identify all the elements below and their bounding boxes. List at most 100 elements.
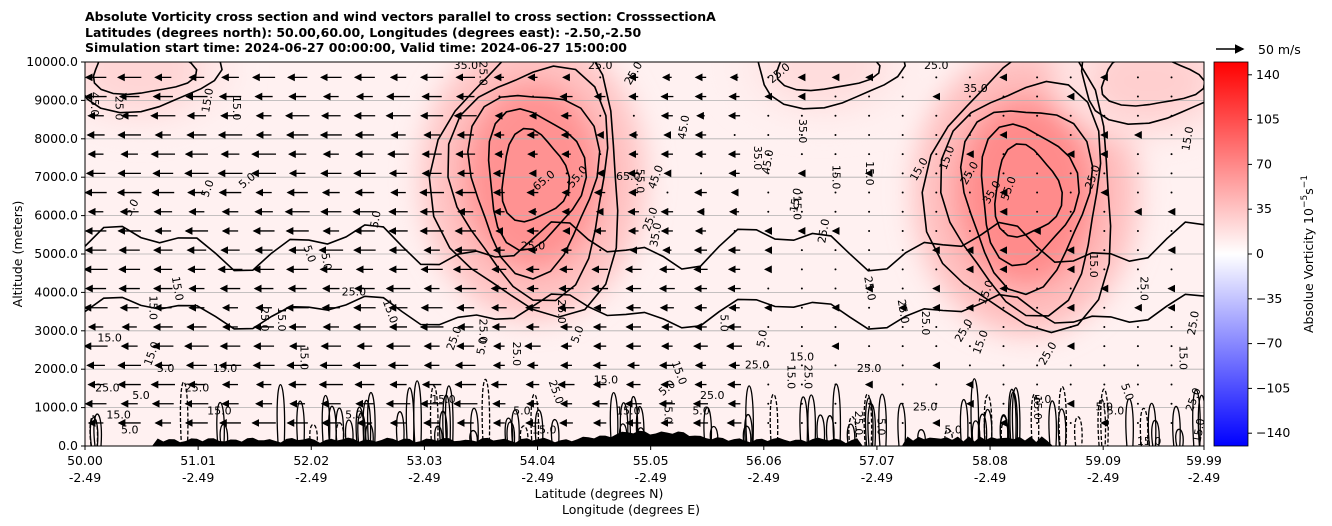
wind-vector bbox=[968, 364, 971, 367]
wind-vector bbox=[1136, 76, 1139, 79]
contour-line bbox=[1192, 389, 1201, 446]
x-tick-label-longitude: -2.49 bbox=[408, 470, 440, 485]
wind-vector bbox=[901, 287, 904, 290]
wind-vector bbox=[935, 133, 938, 136]
contour-label: 15.0 bbox=[275, 307, 288, 332]
wind-vector bbox=[1136, 153, 1139, 156]
contour-line bbox=[511, 409, 520, 446]
contour-label: 15.0 bbox=[1177, 345, 1190, 370]
wind-vector bbox=[733, 133, 736, 136]
x-tick-label-longitude: -2.49 bbox=[182, 470, 214, 485]
wind-vector bbox=[935, 229, 938, 232]
quiver-key: 50 m/s bbox=[1216, 42, 1301, 57]
wind-vector bbox=[767, 153, 770, 156]
wind-vector bbox=[901, 345, 904, 348]
contour-label: 15.0 bbox=[616, 404, 641, 417]
wind-vector bbox=[1002, 153, 1005, 156]
contour-line bbox=[983, 409, 993, 446]
contour-label: 5.0 bbox=[1096, 401, 1114, 414]
wind-vector bbox=[1170, 229, 1173, 232]
contour-label: 5.0 bbox=[513, 404, 531, 417]
wind-vector bbox=[1036, 76, 1039, 79]
contour-line bbox=[978, 413, 988, 446]
contour-line bbox=[93, 413, 103, 446]
contour-line bbox=[1197, 394, 1204, 446]
contour-line bbox=[1125, 398, 1134, 446]
contour-label: 5.0 bbox=[345, 408, 363, 421]
contour-line bbox=[807, 394, 817, 446]
wind-vector bbox=[868, 345, 871, 348]
wind-vector bbox=[767, 364, 770, 367]
contour-line bbox=[846, 423, 856, 446]
contour-label: 35.0 bbox=[647, 222, 664, 248]
contour-line bbox=[1080, 62, 1204, 126]
colorbar-tick-label: −140 bbox=[1256, 425, 1290, 440]
wind-vector bbox=[1170, 172, 1173, 175]
wind-vector bbox=[1170, 421, 1173, 424]
contour-label: 35.0 bbox=[454, 59, 479, 72]
contour-line bbox=[85, 62, 223, 114]
wind-vector bbox=[968, 95, 971, 98]
negative-contour-line bbox=[1074, 416, 1083, 446]
wind-vector bbox=[1103, 345, 1106, 348]
colorbar-tick-label: 70 bbox=[1256, 156, 1272, 171]
contour-line bbox=[85, 293, 1204, 330]
wind-vector bbox=[767, 383, 770, 386]
wind-vector bbox=[1170, 114, 1173, 117]
contour-label: 25.0 bbox=[588, 59, 613, 72]
wind-vector bbox=[800, 287, 803, 290]
wind-vector bbox=[868, 268, 871, 271]
wind-vector bbox=[901, 133, 904, 136]
contour-label: 35.0 bbox=[963, 82, 988, 95]
wind-vector bbox=[800, 133, 803, 136]
wind-vector bbox=[968, 229, 971, 232]
wind-vector bbox=[1069, 76, 1072, 79]
terrain-profile bbox=[85, 430, 1204, 446]
wind-vector bbox=[834, 325, 837, 328]
contour-line bbox=[1007, 388, 1017, 446]
wind-vector bbox=[935, 268, 938, 271]
wind-vector bbox=[1069, 114, 1072, 117]
colorbar-label-mid: s bbox=[1301, 188, 1316, 195]
wind-vector bbox=[1103, 383, 1106, 386]
wind-vector bbox=[1103, 229, 1106, 232]
contour-label: 15.0 bbox=[1137, 435, 1162, 448]
contour-label: 25.0 bbox=[510, 342, 523, 367]
contour-line bbox=[959, 398, 969, 446]
contour-label: 25.0 bbox=[342, 285, 367, 298]
wind-vector bbox=[1036, 114, 1039, 117]
contour-line bbox=[1172, 406, 1181, 446]
wind-vector bbox=[767, 287, 770, 290]
wind-vector bbox=[1103, 364, 1106, 367]
wind-vector bbox=[935, 114, 938, 117]
wind-vector bbox=[800, 364, 803, 367]
contour-line bbox=[470, 407, 479, 446]
wind-vector bbox=[1103, 402, 1106, 405]
y-tick-label: 7000.0 bbox=[34, 169, 78, 184]
contour-line bbox=[609, 392, 619, 446]
wind-vector bbox=[1136, 345, 1139, 348]
wind-vector bbox=[800, 306, 803, 309]
wind-vector bbox=[800, 114, 803, 117]
x-tick-label-longitude: -2.49 bbox=[1087, 470, 1119, 485]
contour-label: 25.0 bbox=[913, 401, 938, 414]
wind-vector bbox=[1036, 306, 1039, 309]
wind-vector bbox=[700, 172, 703, 175]
contour-label: 15.0 bbox=[106, 408, 131, 421]
wind-vector bbox=[800, 249, 803, 252]
contour-label: 5.0 bbox=[874, 418, 887, 436]
wind-vector bbox=[1002, 229, 1005, 232]
wind-vector bbox=[868, 191, 871, 194]
wind-vector bbox=[1002, 172, 1005, 175]
contour-label: 15.0 bbox=[532, 424, 557, 437]
contour-line bbox=[775, 62, 881, 92]
negative-contour-line bbox=[1139, 408, 1149, 446]
colorbar-label: Absolue Vorticity 10−5s−1 bbox=[1300, 175, 1316, 333]
contour-line bbox=[362, 399, 372, 446]
x-axis: 50.00 -2.49 51.01 -2.49 52.02 -2.49 53.03 -2.49… bbox=[67, 446, 1222, 485]
wind-vector bbox=[868, 249, 871, 252]
contour-label: 5.0 bbox=[132, 389, 150, 402]
wind-vector bbox=[1103, 325, 1106, 328]
x-axis-label-longitude: Longitude (degrees E) bbox=[562, 502, 700, 517]
colorbar-tick-label: 35 bbox=[1256, 201, 1272, 216]
